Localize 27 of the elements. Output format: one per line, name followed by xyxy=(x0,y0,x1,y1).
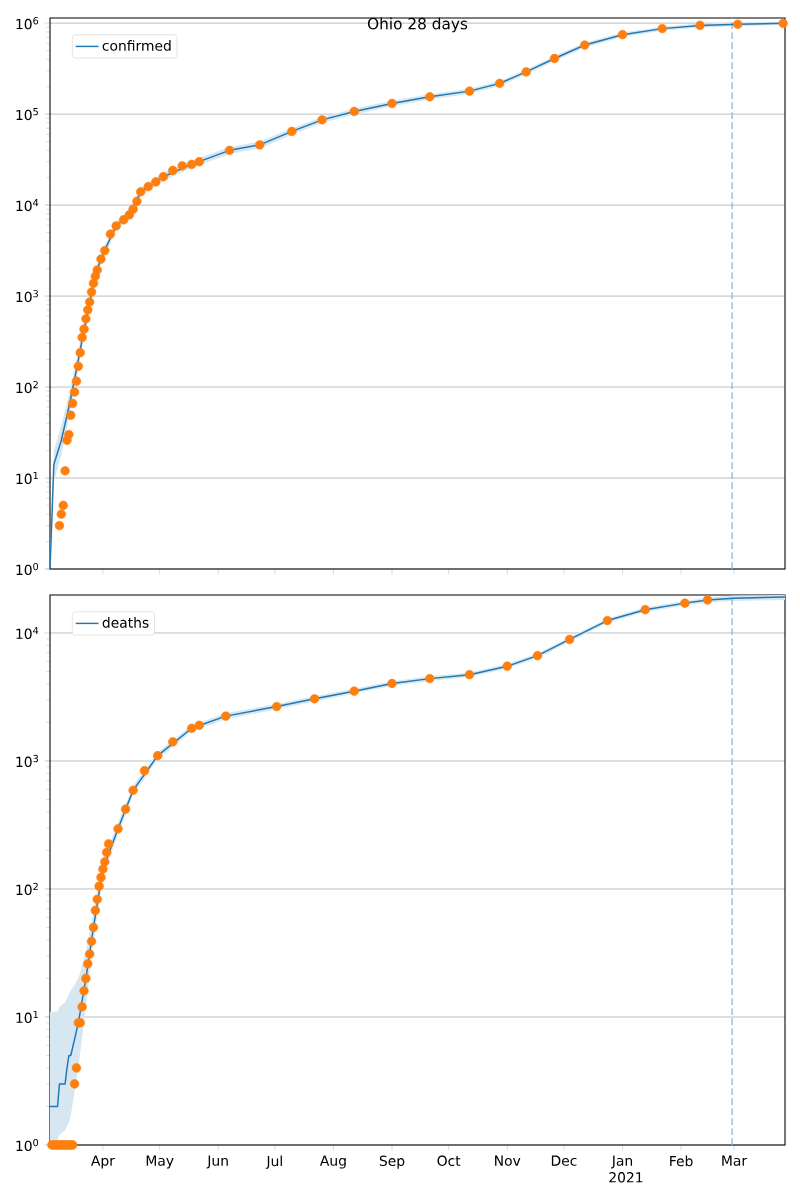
x-tick-label: Feb xyxy=(670,1155,693,1167)
y-tick-label: 10$^{1}$ xyxy=(16,1010,38,1024)
legend-label: confirmed xyxy=(102,40,171,51)
y-tick-label: 10$^{5}$ xyxy=(16,108,38,121)
x-tick-label: Jun xyxy=(206,1155,228,1169)
x-tick-label: Aug xyxy=(319,1155,346,1169)
chart-title: Ohio 28 days xyxy=(367,17,468,33)
x-tick-label: Nov xyxy=(495,1155,521,1166)
x-tick-label: Mar xyxy=(722,1155,748,1166)
y-tick-label: 10$^{0}$ xyxy=(16,1138,39,1152)
y-tick-label: 10$^{1}$ xyxy=(16,471,38,485)
x-tick-label: Jul xyxy=(265,1155,282,1169)
legend-label: deaths xyxy=(102,617,149,628)
y-tick-label: 10$^{6}$ xyxy=(16,17,39,30)
x-tick-label: Apr xyxy=(91,1155,115,1169)
x-tick-label: Oct xyxy=(437,1155,461,1167)
x-tick-label: Jan 2021 xyxy=(609,1155,643,1183)
y-tick-label: 10$^{3}$ xyxy=(16,754,38,768)
x-tick-label: Sep xyxy=(379,1155,405,1169)
y-tick-label: 10$^{2}$ xyxy=(16,380,38,394)
x-tick-label: Dec xyxy=(551,1155,577,1166)
x-tick-label: May xyxy=(146,1155,174,1169)
y-tick-label: 10$^{3}$ xyxy=(16,289,38,303)
y-tick-label: 10$^{4}$ xyxy=(16,199,39,212)
y-tick-label: 10$^{0}$ xyxy=(16,562,39,576)
y-tick-label: 10$^{4}$ xyxy=(16,626,39,640)
y-tick-label: 10$^{2}$ xyxy=(16,882,38,896)
